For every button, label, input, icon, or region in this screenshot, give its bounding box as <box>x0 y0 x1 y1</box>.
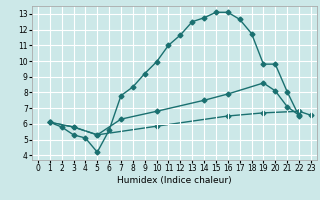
X-axis label: Humidex (Indice chaleur): Humidex (Indice chaleur) <box>117 176 232 185</box>
